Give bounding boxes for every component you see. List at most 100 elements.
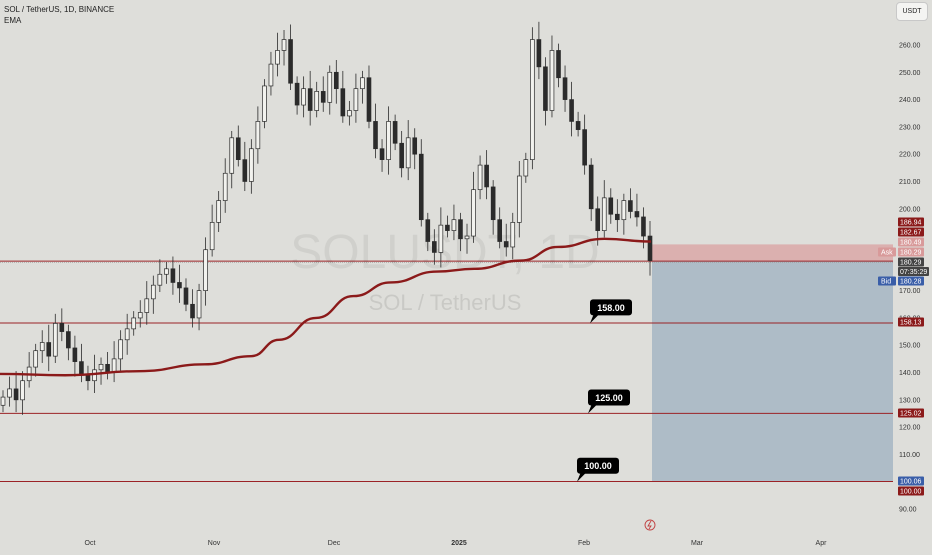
candle[interactable]: [235, 125, 241, 167]
candle[interactable]: [151, 275, 156, 314]
candle[interactable]: [222, 158, 228, 213]
candle[interactable]: [347, 100, 352, 126]
candle[interactable]: [399, 130, 404, 178]
candle[interactable]: [484, 150, 489, 200]
candle[interactable]: [458, 212, 463, 252]
indicator-label[interactable]: EMA: [4, 16, 22, 25]
candle[interactable]: [451, 204, 457, 241]
take-profit-zone[interactable]: [652, 261, 893, 482]
candle[interactable]: [52, 313, 58, 363]
candle[interactable]: [111, 341, 117, 383]
candle[interactable]: [79, 343, 84, 383]
candle[interactable]: [405, 120, 411, 181]
candle[interactable]: [242, 141, 248, 192]
ema-line[interactable]: [0, 237, 652, 377]
candle[interactable]: [575, 111, 581, 137]
candle[interactable]: [39, 330, 45, 363]
candle[interactable]: [327, 65, 333, 115]
candle[interactable]: [543, 57, 548, 126]
candle[interactable]: [209, 204, 215, 257]
candle[interactable]: [118, 330, 123, 372]
candle[interactable]: [366, 65, 372, 129]
candle[interactable]: [157, 259, 163, 293]
symbol-title[interactable]: SOL / TetherUS, 1D, BINANCE: [4, 5, 115, 14]
candle[interactable]: [98, 357, 104, 385]
candle[interactable]: [333, 60, 339, 104]
candle[interactable]: [523, 152, 529, 183]
candle[interactable]: [177, 264, 182, 303]
candle[interactable]: [105, 352, 110, 380]
candle[interactable]: [497, 207, 502, 249]
candle[interactable]: [46, 324, 52, 372]
candle[interactable]: [13, 371, 19, 413]
candle[interactable]: [307, 70, 313, 126]
price-callout[interactable]: 100.00: [577, 457, 619, 482]
candle[interactable]: [530, 27, 535, 170]
candle[interactable]: [288, 24, 293, 91]
candle[interactable]: [216, 191, 221, 232]
price-callout[interactable]: 125.00: [588, 389, 630, 414]
candle[interactable]: [536, 21, 542, 80]
candle[interactable]: [124, 313, 130, 355]
candle[interactable]: [373, 103, 378, 159]
price-callout[interactable]: 158.00: [590, 299, 632, 324]
candle[interactable]: [471, 171, 476, 243]
stop-loss-zone[interactable]: [652, 244, 893, 262]
candle[interactable]: [601, 180, 607, 238]
candle[interactable]: [59, 308, 65, 342]
candle[interactable]: [516, 161, 522, 238]
candle[interactable]: [183, 278, 189, 312]
candle[interactable]: [203, 237, 208, 306]
candle[interactable]: [229, 130, 235, 189]
candle[interactable]: [490, 180, 496, 235]
candle[interactable]: [615, 199, 620, 232]
candle[interactable]: [392, 114, 398, 151]
candle[interactable]: [445, 215, 450, 238]
candle[interactable]: [66, 324, 71, 361]
candle[interactable]: [379, 139, 385, 172]
candle[interactable]: [268, 51, 274, 96]
candle[interactable]: [131, 311, 137, 336]
candle[interactable]: [360, 70, 365, 104]
candle[interactable]: [164, 261, 169, 284]
candle[interactable]: [569, 81, 574, 137]
candle[interactable]: [556, 43, 561, 88]
candle[interactable]: [85, 365, 91, 391]
candle[interactable]: [621, 193, 627, 235]
candle[interactable]: [301, 76, 306, 118]
candle[interactable]: [7, 376, 12, 407]
currency-badge[interactable]: USDT: [896, 2, 928, 21]
candle[interactable]: [608, 188, 614, 224]
candle[interactable]: [72, 335, 78, 377]
candle[interactable]: [628, 188, 633, 219]
candle[interactable]: [562, 65, 568, 112]
candle[interactable]: [432, 229, 437, 265]
candle[interactable]: [249, 139, 254, 194]
candle[interactable]: [320, 76, 326, 112]
candle[interactable]: [549, 35, 555, 118]
candle[interactable]: [190, 289, 195, 328]
candle[interactable]: [262, 79, 267, 129]
candle[interactable]: [294, 76, 300, 115]
candle[interactable]: [0, 390, 6, 413]
candle[interactable]: [595, 196, 601, 246]
candle[interactable]: [477, 155, 483, 200]
lightning-icon[interactable]: [644, 519, 656, 531]
candle[interactable]: [582, 114, 587, 175]
candle[interactable]: [196, 283, 202, 331]
candle[interactable]: [26, 352, 32, 388]
candle[interactable]: [281, 29, 287, 66]
candle[interactable]: [314, 81, 320, 118]
candle[interactable]: [340, 70, 346, 123]
candle[interactable]: [20, 371, 25, 415]
candle[interactable]: [503, 223, 509, 257]
candle[interactable]: [412, 128, 418, 170]
candle[interactable]: [418, 139, 424, 227]
candle[interactable]: [33, 343, 38, 377]
candle[interactable]: [634, 193, 640, 227]
candle[interactable]: [144, 281, 150, 325]
candle[interactable]: [438, 207, 444, 268]
candle[interactable]: [510, 212, 516, 260]
